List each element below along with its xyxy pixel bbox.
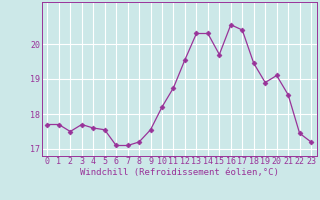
X-axis label: Windchill (Refroidissement éolien,°C): Windchill (Refroidissement éolien,°C)	[80, 168, 279, 177]
